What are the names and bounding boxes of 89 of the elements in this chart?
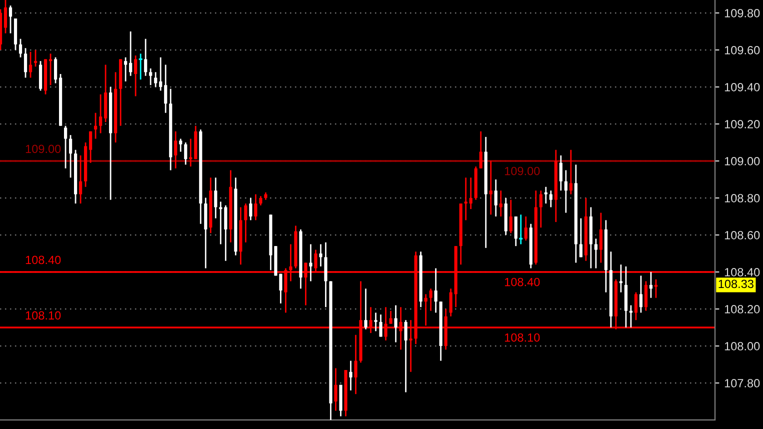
candlestick xyxy=(364,288,368,330)
candlestick xyxy=(69,134,72,178)
candlestick xyxy=(404,319,408,393)
text: 108.33 xyxy=(718,280,754,288)
candlestick xyxy=(134,54,138,97)
candlestick xyxy=(634,292,638,321)
candlestick xyxy=(249,197,252,221)
candlestick xyxy=(619,264,622,294)
candlestick xyxy=(244,202,248,244)
candlestick xyxy=(124,56,128,82)
candlestick xyxy=(509,199,512,234)
candlestick xyxy=(4,0,8,34)
candlestick xyxy=(94,112,98,140)
text: 109.20 xyxy=(724,120,760,128)
candlestick xyxy=(594,238,598,269)
text: 108.00 xyxy=(724,342,760,350)
text: 109.40 xyxy=(724,82,760,92)
candlestick xyxy=(549,190,552,208)
text: 108.40 xyxy=(724,268,760,276)
candlestick xyxy=(564,170,568,214)
candlestick xyxy=(164,64,168,114)
candlestick xyxy=(214,176,218,220)
candlestick xyxy=(599,212,602,264)
candlestick xyxy=(639,274,642,314)
candlestick xyxy=(374,312,378,332)
candlestick xyxy=(649,271,653,299)
candlestick xyxy=(259,195,262,206)
candlestick xyxy=(54,56,58,84)
candlestick xyxy=(349,360,352,392)
candlestick xyxy=(464,176,468,221)
candlestick xyxy=(394,304,398,343)
candlestick xyxy=(379,314,382,338)
text: 109.00 xyxy=(724,157,760,166)
candlestick xyxy=(224,204,228,262)
candlestick xyxy=(48,52,52,86)
candlestick xyxy=(499,190,502,218)
text: 108.80 xyxy=(724,194,760,202)
text: 108.40 xyxy=(26,256,61,264)
candlestick xyxy=(184,142,188,166)
candlestick xyxy=(354,334,358,395)
candlestick xyxy=(514,216,518,247)
candlestick xyxy=(279,273,282,304)
candlestick xyxy=(489,160,492,216)
candlestick xyxy=(154,71,158,88)
candlestick xyxy=(159,56,162,92)
candlestick xyxy=(79,154,82,204)
candlestick xyxy=(429,288,432,312)
candlestick xyxy=(654,278,658,299)
candlestick xyxy=(174,130,178,170)
candlestick xyxy=(449,288,452,318)
candlestick xyxy=(434,268,438,314)
candlestick xyxy=(469,176,472,210)
candlestick xyxy=(319,244,322,268)
text: 108.10 xyxy=(26,311,61,320)
candlestick xyxy=(129,30,132,77)
candlestick xyxy=(334,367,338,412)
text: 108.60 xyxy=(724,231,760,240)
candlestick xyxy=(8,4,12,34)
ref-line-label: 109.00 xyxy=(504,166,540,176)
candlestick xyxy=(644,280,648,312)
candlestick xyxy=(89,130,92,164)
candlestick xyxy=(524,216,528,242)
candlestick xyxy=(539,190,542,228)
candlestick xyxy=(479,130,482,170)
text: 107.80 xyxy=(724,379,760,388)
candlestick xyxy=(559,154,562,192)
candlestick xyxy=(144,38,148,77)
candlestick xyxy=(18,38,22,58)
text: 109.60 xyxy=(724,46,760,54)
candlestick xyxy=(179,138,182,152)
candlestick xyxy=(99,94,102,134)
ref-line-label: 108.10 xyxy=(504,333,540,342)
candlestick xyxy=(579,218,582,258)
text: 108.20 xyxy=(724,305,760,314)
candlestick xyxy=(389,310,392,324)
candlestick xyxy=(24,47,28,78)
candlestick xyxy=(309,244,312,282)
candlestick xyxy=(254,194,258,221)
ref-line-label: 108.40 xyxy=(504,278,540,286)
text: 109.00 xyxy=(26,144,61,154)
candlestick xyxy=(28,51,32,78)
text: 109.80 xyxy=(724,8,760,18)
candlestick xyxy=(64,125,68,170)
candlestick xyxy=(569,149,572,195)
candlestick xyxy=(494,178,498,218)
candlestick xyxy=(219,200,222,245)
candlestick xyxy=(34,49,38,68)
candlestick xyxy=(544,186,548,204)
candlestick xyxy=(149,68,152,86)
